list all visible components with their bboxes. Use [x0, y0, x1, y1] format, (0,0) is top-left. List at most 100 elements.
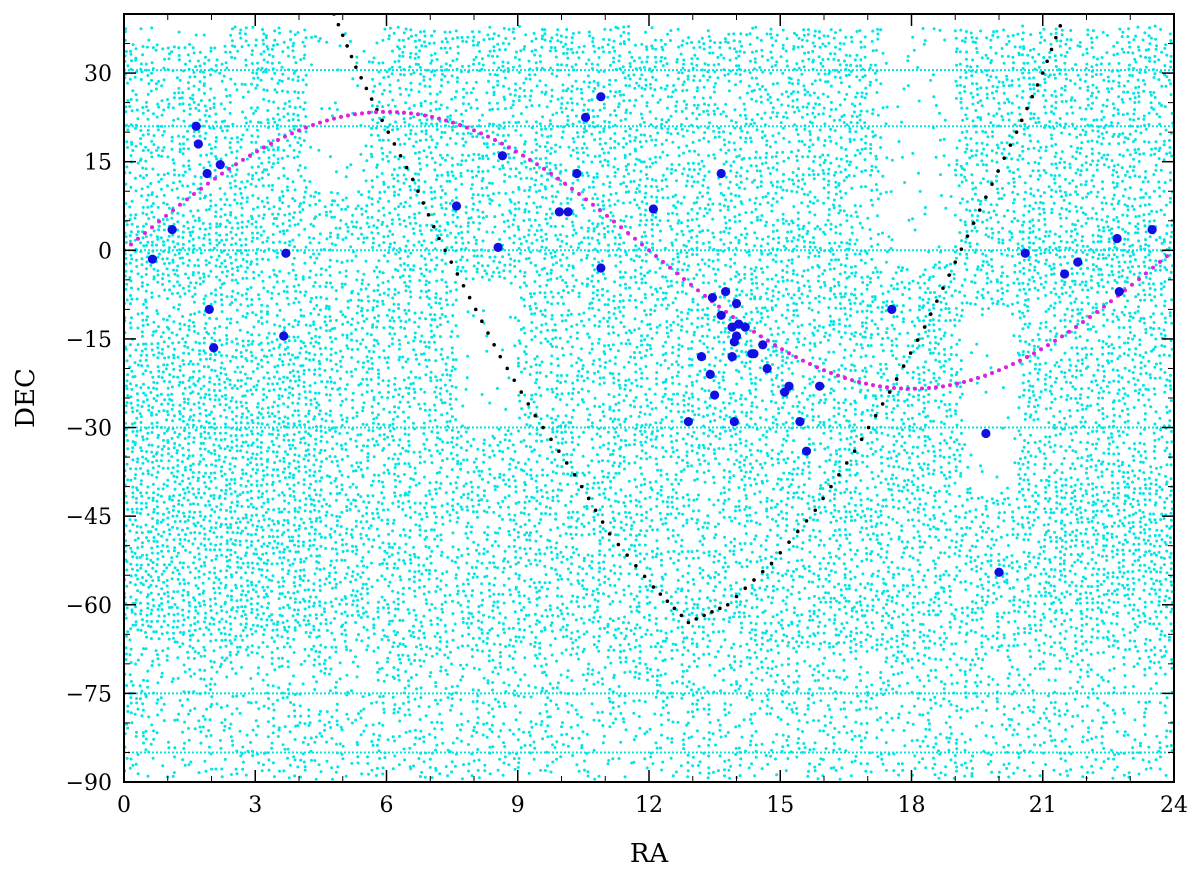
- coverage-point: [361, 556, 365, 559]
- coverage-point: [157, 604, 161, 608]
- coverage-point: [388, 650, 392, 654]
- coverage-point: [319, 429, 323, 433]
- coverage-point: [320, 107, 324, 111]
- coverage-point: [131, 683, 135, 687]
- coverage-point: [194, 524, 198, 528]
- coverage-point: [140, 330, 144, 334]
- coverage-point: [308, 474, 312, 478]
- coverage-point: [397, 763, 401, 767]
- coverage-point: [393, 466, 397, 470]
- coverage-point: [207, 421, 211, 425]
- coverage-point: [370, 126, 373, 130]
- coverage-point: [220, 394, 224, 398]
- coverage-point: [177, 303, 181, 307]
- coverage-point: [310, 63, 313, 67]
- coverage-point: [167, 279, 171, 283]
- coverage-point: [191, 230, 195, 234]
- coverage-point: [381, 61, 385, 65]
- coverage-point: [401, 637, 405, 641]
- coverage-point: [161, 764, 165, 768]
- coverage-point: [277, 507, 281, 511]
- coverage-point: [296, 590, 300, 594]
- coverage-point: [141, 708, 145, 712]
- coverage-point: [249, 474, 253, 478]
- coverage-point: [434, 681, 438, 684]
- coverage-point: [427, 297, 431, 301]
- coverage-point: [204, 208, 208, 212]
- coverage-point: [175, 268, 179, 272]
- coverage-point: [229, 492, 233, 496]
- coverage-point: [244, 382, 248, 386]
- coverage-point: [304, 497, 308, 501]
- coverage-point: [166, 297, 169, 301]
- coverage-point: [386, 138, 390, 142]
- coverage-point: [430, 461, 434, 465]
- coverage-point: [196, 187, 200, 191]
- coverage-point: [240, 665, 244, 669]
- coverage-point: [224, 393, 227, 397]
- coverage-point: [135, 108, 139, 112]
- coverage-point: [318, 568, 322, 571]
- coverage-point: [202, 677, 206, 681]
- coverage-point: [256, 231, 260, 235]
- coverage-point: [124, 202, 128, 206]
- coverage-point: [319, 308, 322, 312]
- coverage-point: [418, 512, 422, 516]
- coverage-point: [234, 538, 238, 542]
- coverage-point: [139, 142, 143, 146]
- coverage-point: [228, 726, 231, 730]
- coverage-point: [308, 241, 312, 245]
- coverage-point: [354, 519, 358, 523]
- coverage-point: [388, 242, 392, 246]
- coverage-point: [140, 714, 144, 718]
- coverage-point: [202, 375, 206, 379]
- coverage-point: [192, 370, 196, 374]
- coverage-point: [292, 637, 296, 641]
- coverage-point: [349, 533, 353, 537]
- coverage-point: [345, 712, 349, 716]
- coverage-point: [328, 258, 332, 262]
- coverage-point: [425, 155, 429, 159]
- coverage-point: [427, 358, 431, 362]
- coverage-point: [414, 221, 418, 225]
- coverage-point: [403, 758, 407, 762]
- coverage-point: [251, 194, 255, 197]
- coverage-point: [251, 467, 255, 471]
- coverage-point: [259, 121, 263, 125]
- coverage-point: [224, 153, 228, 157]
- coverage-point: [136, 546, 140, 550]
- coverage-point: [386, 366, 390, 370]
- coverage-point: [175, 526, 179, 530]
- coverage-point: [193, 175, 197, 178]
- coverage-point: [193, 75, 197, 79]
- coverage-point: [408, 506, 412, 509]
- coverage-point: [407, 577, 411, 581]
- coverage-point: [262, 32, 266, 36]
- coverage-point: [335, 723, 339, 727]
- coverage-point: [139, 601, 142, 605]
- coverage-point: [301, 90, 305, 94]
- coverage-point: [178, 432, 182, 436]
- coverage-point: [388, 319, 392, 323]
- coverage-point: [146, 240, 150, 244]
- coverage-point: [234, 457, 238, 460]
- coverage-point: [265, 395, 269, 399]
- coverage-point: [396, 674, 400, 677]
- coverage-point: [293, 199, 297, 203]
- coverage-point: [176, 307, 180, 311]
- coverage-point: [136, 577, 140, 581]
- coverage-point: [429, 53, 433, 57]
- coverage-point: [186, 616, 190, 619]
- coverage-point: [417, 157, 421, 160]
- coverage-point: [306, 579, 310, 583]
- coverage-point: [161, 512, 165, 516]
- coverage-point: [177, 251, 181, 255]
- coverage-point: [183, 344, 187, 348]
- coverage-point: [382, 182, 386, 186]
- coverage-point: [182, 135, 186, 139]
- coverage-point: [307, 459, 310, 463]
- coverage-point: [209, 494, 213, 498]
- coverage-point: [209, 204, 213, 208]
- coverage-point: [199, 387, 203, 391]
- coverage-point: [377, 61, 381, 65]
